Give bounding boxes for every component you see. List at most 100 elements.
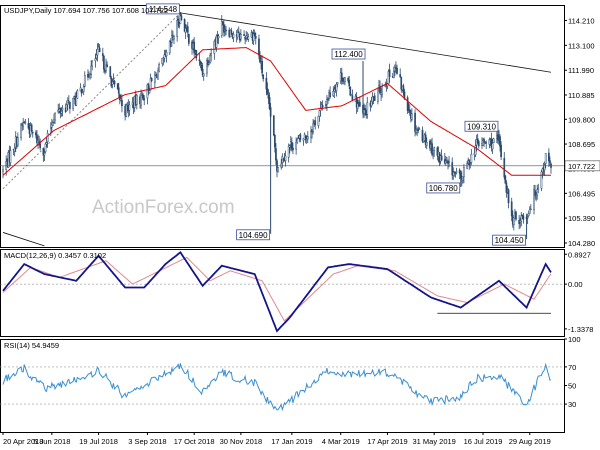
- candle-body: [411, 113, 413, 120]
- candle-body: [267, 94, 270, 99]
- candle-body: [364, 108, 366, 111]
- xtick-label: 19 Jul 2018: [79, 437, 118, 446]
- candle-body: [66, 99, 69, 105]
- candle-body: [415, 128, 417, 133]
- candle-body: [171, 35, 173, 43]
- candle-body: [350, 94, 353, 96]
- candle-body: [299, 134, 302, 140]
- macd-main-line: [2, 250, 552, 333]
- candle-body: [184, 28, 187, 33]
- candle-body: [371, 96, 374, 102]
- candle-body: [351, 95, 354, 101]
- candle-body: [418, 128, 421, 130]
- candle-body: [317, 115, 320, 126]
- ohlc-values: 107.694 107.756 107.608 107.722: [53, 6, 168, 15]
- candle-body: [504, 175, 507, 184]
- xtick-label: 31 May 2019: [412, 437, 455, 446]
- current-price-label: 107.722: [568, 162, 595, 171]
- candle-body: [312, 123, 314, 132]
- candle-body: [223, 24, 225, 33]
- candle-body: [535, 195, 537, 198]
- candle-body: [448, 161, 450, 163]
- candle-body: [9, 150, 12, 164]
- candle-body: [43, 153, 46, 156]
- candle-body: [336, 81, 339, 85]
- candle-body: [540, 171, 543, 189]
- price-ytick-label: 104.280: [568, 239, 595, 248]
- candle-body: [116, 83, 119, 89]
- candle-body: [75, 96, 78, 106]
- candle-body: [183, 19, 186, 32]
- candle-body: [147, 84, 150, 92]
- candle-body: [27, 123, 30, 129]
- candle-body: [384, 85, 387, 87]
- candle-body: [482, 139, 484, 146]
- price-ytick-label: 105.390: [568, 214, 595, 223]
- candle-body: [358, 102, 361, 107]
- candle-body: [527, 213, 530, 216]
- price-ytick-label: 113.100: [568, 41, 595, 50]
- rsi-line: [2, 362, 552, 412]
- candle-body: [417, 129, 420, 131]
- candle-body: [327, 98, 329, 100]
- candle-body: [17, 137, 19, 146]
- candle-body: [520, 215, 523, 222]
- candle-body: [549, 160, 551, 163]
- candle-body: [499, 136, 501, 147]
- candle-body: [193, 41, 196, 54]
- candle-body: [142, 94, 145, 101]
- candle-body: [237, 31, 240, 33]
- price-annotation-label: 114.548: [149, 5, 178, 14]
- candle-body: [356, 103, 359, 109]
- price-annotation-box: [145, 3, 180, 15]
- candle-body: [421, 129, 424, 142]
- candle-body: [392, 70, 395, 79]
- candle-body: [534, 190, 536, 196]
- candle-body: [89, 74, 91, 79]
- candle-body: [258, 38, 260, 56]
- candle-body: [310, 131, 312, 138]
- symbol-label: USDJPY,Daily: [4, 6, 53, 15]
- candle-body: [379, 86, 381, 94]
- candle-body: [135, 94, 138, 105]
- candle-body: [537, 188, 540, 190]
- candle-body: [117, 87, 120, 94]
- candle-body: [274, 135, 276, 148]
- candle-body: [424, 134, 427, 145]
- rsi-ytick-label: 100: [568, 335, 581, 344]
- candle-body: [253, 32, 256, 36]
- candle-body: [157, 70, 159, 80]
- candle-body: [396, 67, 398, 74]
- candle-body: [314, 120, 317, 126]
- candle-body: [433, 147, 436, 151]
- candle-body: [455, 171, 458, 174]
- candle-body: [321, 105, 324, 108]
- candle-body: [53, 119, 55, 123]
- candle-body: [543, 164, 546, 171]
- candle-body: [459, 172, 462, 179]
- xtick-label: 4 Mar 2019: [322, 437, 360, 446]
- candle-body: [399, 74, 402, 78]
- rsi-ytick-label: 70: [568, 363, 576, 372]
- candle-body: [165, 51, 168, 57]
- price-annotation-label: 109.310: [467, 122, 496, 131]
- price-annotation-box: [492, 234, 526, 246]
- candle-body: [162, 57, 165, 60]
- candle-body: [168, 41, 171, 54]
- candle-body: [319, 107, 322, 111]
- candle-body: [291, 142, 293, 150]
- candle-body: [272, 115, 275, 136]
- candle-body: [215, 35, 218, 48]
- candle-body: [500, 144, 502, 158]
- xtick-label: 3 Sep 2018: [128, 437, 166, 446]
- candle-body: [61, 107, 64, 111]
- macd-ytick-label: 0.8927: [568, 250, 591, 259]
- candle-body: [292, 147, 294, 151]
- candle-body: [72, 97, 74, 109]
- candle-body: [326, 99, 328, 105]
- candle-body: [252, 33, 255, 42]
- candle-body: [332, 91, 335, 97]
- candle-body: [22, 122, 25, 127]
- candle-body: [507, 189, 510, 204]
